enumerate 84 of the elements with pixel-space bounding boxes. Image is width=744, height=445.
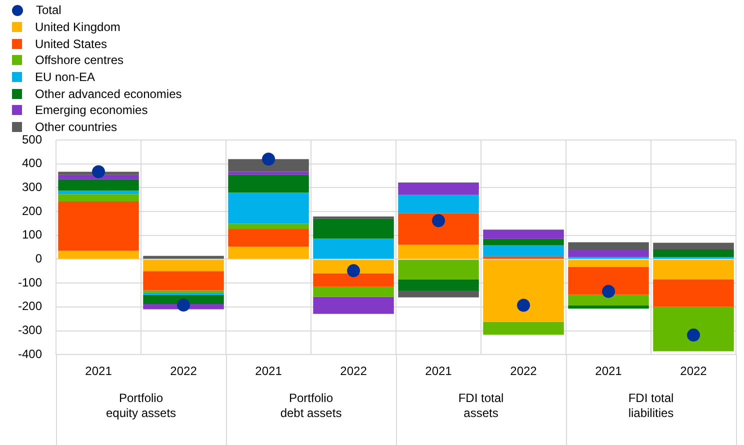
bar [313,218,394,239]
bar [398,290,479,298]
bar [653,306,734,352]
bar [483,322,564,335]
legend-label: Total [36,3,62,18]
bar [58,194,139,202]
x-tick-label: 2022 [680,364,708,378]
legend-label: United States [35,36,108,51]
bar [228,228,309,247]
x-tick-label: 2021 [255,364,282,378]
x-tick-label: 2022 [170,364,198,378]
bar [228,174,309,193]
legend-label: Other countries [35,120,118,134]
text: Portfolio equity assets [106,390,176,420]
point [177,298,190,312]
x-tick-label: 2021 [595,364,622,378]
y-tick-label: 500 [22,132,42,146]
y-tick-label: 200 [22,204,42,218]
y-tick-label: -200 [18,299,42,314]
point [432,214,446,228]
x-tick-label: 2022 [340,364,368,378]
bar [58,202,139,251]
y-tick-label: 400 [22,156,42,170]
bar [483,230,564,239]
point [262,152,276,166]
bar [653,242,734,250]
bar [143,294,224,304]
text: FDI total assets [458,390,504,420]
x-tick-label: 2021 [85,364,112,378]
y-tick-label: -100 [18,275,42,290]
bar [653,260,734,280]
bar [568,305,649,309]
bar [228,224,309,229]
y-tick-label: -400 [18,346,42,361]
bar [398,244,479,259]
bar [313,296,394,314]
bar [568,242,649,250]
x-tick-label: 2021 [425,364,452,378]
bar [143,271,224,290]
legend-label: Emerging economies [35,103,148,118]
bar [143,260,224,272]
bar [653,249,734,258]
bar [228,172,309,175]
bar [143,292,224,295]
text: FDI total liabilities [628,390,674,420]
bar [313,260,394,274]
bar [568,294,649,306]
bar [483,260,564,322]
bar [228,159,309,172]
text: Portfolio debt assets [280,390,342,420]
bar [228,246,309,259]
x-tick-label: 2022 [510,364,538,378]
bar [653,279,734,307]
bar [313,273,394,287]
bar [58,190,139,194]
point [602,284,616,298]
bar [228,192,309,224]
bar [58,250,139,259]
bar [483,238,564,246]
y-tick-label: 300 [22,180,42,194]
bar [313,286,394,297]
bar [398,182,479,195]
point [347,264,360,278]
bar [58,179,139,191]
bar [568,260,649,267]
y-tick-label: 0 [35,252,42,266]
legend-label: United Kingdom [35,20,120,34]
bar [398,279,479,290]
bar [398,260,479,280]
bar [483,245,564,256]
bar [398,194,479,214]
point [517,298,530,312]
bar [58,174,139,180]
y-tick-label: -300 [18,323,42,338]
bar [568,266,649,295]
bar [568,249,649,258]
legend-label: Offshore centres [35,53,124,68]
bar [313,238,394,259]
legend-label: EU non-EA [35,70,96,84]
bar [398,213,479,244]
point [92,165,106,178]
point [687,328,700,342]
legend-label: Other advanced economies [35,86,182,101]
y-tick-label: 100 [22,228,42,242]
